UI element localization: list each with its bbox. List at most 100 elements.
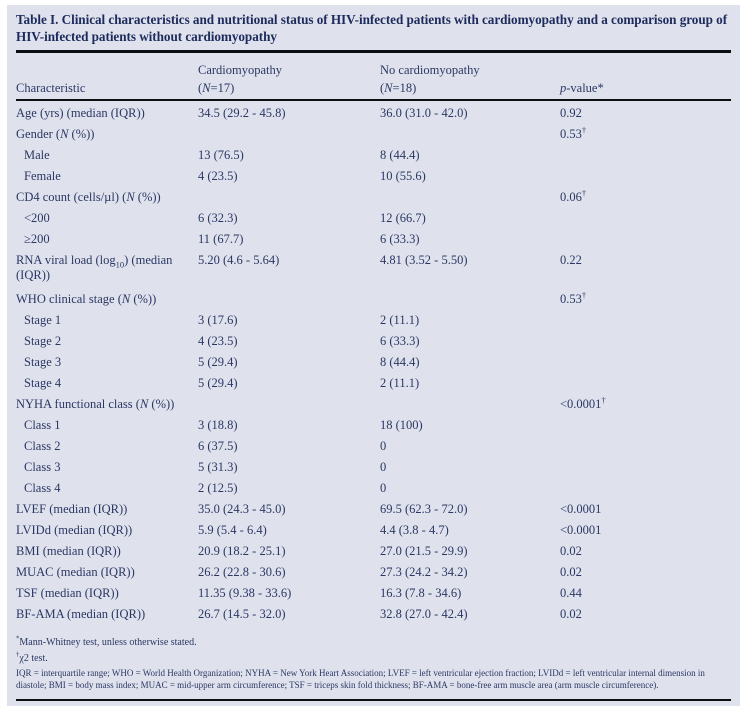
- cell-nocardio: 4.81 (3.52 - 5.50): [380, 253, 468, 267]
- cell-pvalue: [560, 206, 731, 227]
- table-row: Female 4 (23.5) 10 (55.6): [16, 164, 731, 185]
- table-row: Class 1 3 (18.8) 18 (100): [16, 413, 731, 434]
- cell-cardio: 5 (29.4): [198, 355, 238, 369]
- table-body: Age (yrs) (median (IQR)) 34.5 (29.2 - 45.…: [16, 101, 731, 623]
- col-header-no-cardiomyopathy: No cardiomyopathy: [380, 63, 480, 77]
- cell-nocardio: 6 (33.3): [380, 334, 420, 348]
- table-row: BF-AMA (median (IQR)) 26.7 (14.5 - 32.0) 3…: [16, 602, 731, 623]
- cell-pvalue: [560, 308, 731, 329]
- cell-label: WHO clinical stage (N (%)): [16, 292, 157, 306]
- cell-pvalue: 0.02: [560, 607, 582, 621]
- cell-label: Stage 2: [24, 334, 62, 348]
- cell-label: Class 4: [24, 481, 61, 495]
- table-row: ≥200 11 (67.7) 6 (33.3): [16, 227, 731, 248]
- cell-nocardio: 2 (11.1): [380, 376, 420, 390]
- cell-nocardio: [380, 122, 560, 143]
- table-row: Class 4 2 (12.5) 0: [16, 476, 731, 497]
- table-header: Cardiomyopathy No cardiomyopathy Charact…: [16, 53, 731, 99]
- cell-nocardio: 36.0 (31.0 - 42.0): [380, 106, 468, 120]
- footnotes: *Mann-Whitney test, unless otherwise sta…: [16, 635, 731, 691]
- col-header-characteristic: Characteristic: [16, 81, 86, 95]
- cell-cardio: 35.0 (24.3 - 45.0): [198, 502, 286, 516]
- cell-cardio: 3 (18.8): [198, 418, 238, 432]
- cell-pvalue: 0.53†: [560, 124, 587, 141]
- cell-pvalue: 0.22: [560, 253, 582, 267]
- table-row: RNA viral load (log10) (median (IQR)) 5.2…: [16, 248, 731, 287]
- cell-nocardio: 8 (44.4): [380, 355, 420, 369]
- cell-pvalue: [560, 164, 731, 185]
- cell-cardio: 26.7 (14.5 - 32.0): [198, 607, 286, 621]
- cell-nocardio: 32.8 (27.0 - 42.4): [380, 607, 468, 621]
- cell-label: Class 3: [24, 460, 61, 474]
- cell-nocardio: 8 (44.4): [380, 148, 420, 162]
- cell-pvalue: [560, 434, 731, 455]
- table-row: Stage 3 5 (29.4) 8 (44.4): [16, 350, 731, 371]
- cell-pvalue: <0.0001: [560, 502, 602, 516]
- cell-cardio: [198, 185, 380, 206]
- cell-label: CD4 count (cells/µl) (N (%)): [16, 190, 161, 204]
- cell-cardio: 2 (12.5): [198, 481, 238, 495]
- table-row: Stage 2 4 (23.5) 6 (33.3): [16, 329, 731, 350]
- table-row: NYHA functional class (N (%)) <0.0001†: [16, 392, 731, 413]
- cell-pvalue: <0.0001: [560, 523, 602, 537]
- cell-cardio: 4 (23.5): [198, 169, 238, 183]
- cell-pvalue: [560, 455, 731, 476]
- cell-label: Class 2: [24, 439, 61, 453]
- cell-cardio: 26.2 (22.8 - 30.6): [198, 565, 286, 579]
- cell-label: ≥200: [24, 232, 50, 246]
- cell-nocardio: [380, 185, 560, 206]
- col-header-n17: (N=17): [198, 81, 235, 95]
- cell-nocardio: 18 (100): [380, 418, 423, 432]
- header-spacer: [560, 53, 731, 76]
- footnote-abbreviations: IQR = interquartile range; WHO = World H…: [16, 668, 705, 690]
- cell-nocardio: 6 (33.3): [380, 232, 420, 246]
- cell-pvalue: [560, 143, 731, 164]
- cell-cardio: 11 (67.7): [198, 232, 244, 246]
- cell-cardio: [198, 287, 380, 308]
- cell-label: Male: [24, 148, 50, 162]
- cell-nocardio: 69.5 (62.3 - 72.0): [380, 502, 468, 516]
- table-row: TSF (median (IQR)) 11.35 (9.38 - 33.6) 16.…: [16, 581, 731, 602]
- cell-cardio: 13 (76.5): [198, 148, 244, 162]
- cell-nocardio: 16.3 (7.8 - 34.6): [380, 586, 462, 600]
- cell-cardio: 20.9 (18.2 - 25.1): [198, 544, 286, 558]
- cell-pvalue: [560, 329, 731, 350]
- cell-label: <200: [24, 211, 50, 225]
- cell-pvalue: 0.02: [560, 544, 582, 558]
- table-row: <200 6 (32.3) 12 (66.7): [16, 206, 731, 227]
- table-row: Male 13 (76.5) 8 (44.4): [16, 143, 731, 164]
- cell-nocardio: 10 (55.6): [380, 169, 426, 183]
- footnote-mann-whitney: *Mann-Whitney test, unless otherwise sta…: [16, 635, 197, 648]
- cell-pvalue: 0.92: [560, 106, 582, 120]
- header-rule: [16, 99, 731, 101]
- table-row: CD4 count (cells/µl) (N (%)) 0.06†: [16, 185, 731, 206]
- cell-nocardio: 4.4 (3.8 - 4.7): [380, 523, 449, 537]
- footnote-chi2: †χ2 test.: [16, 651, 48, 664]
- cell-cardio: 5.9 (5.4 - 6.4): [198, 523, 267, 537]
- cell-nocardio: 0: [380, 439, 387, 453]
- header-spacer: [16, 53, 198, 76]
- table-row: MUAC (median (IQR)) 26.2 (22.8 - 30.6) 27.…: [16, 560, 731, 581]
- cell-pvalue: <0.0001†: [560, 394, 606, 411]
- table-row: Class 2 6 (37.5) 0: [16, 434, 731, 455]
- cell-pvalue: [560, 371, 731, 392]
- table-row: BMI (median (IQR)) 20.9 (18.2 - 25.1) 27.0…: [16, 539, 731, 560]
- cell-pvalue: [560, 350, 731, 371]
- cell-cardio: 34.5 (29.2 - 45.8): [198, 106, 286, 120]
- table-row: Gender (N (%)) 0.53†: [16, 122, 731, 143]
- cell-label: LVEF (median (IQR)): [16, 502, 128, 516]
- col-header-cardiomyopathy: Cardiomyopathy: [198, 63, 283, 77]
- cell-label: Gender (N (%)): [16, 127, 95, 141]
- cell-label: BMI (median (IQR)): [16, 544, 121, 558]
- table-row: Stage 1 3 (17.6) 2 (11.1): [16, 308, 731, 329]
- cell-label: Stage 3: [24, 355, 62, 369]
- cell-label: NYHA functional class (N (%)): [16, 397, 175, 411]
- cell-label: BF-AMA (median (IQR)): [16, 607, 146, 621]
- cell-label: LVIDd (median (IQR)): [16, 523, 133, 537]
- cell-label: Female: [24, 169, 61, 183]
- cell-cardio: 5 (29.4): [198, 376, 238, 390]
- table-row: Stage 4 5 (29.4) 2 (11.1): [16, 371, 731, 392]
- cell-nocardio: 12 (66.7): [380, 211, 426, 225]
- cell-pvalue: [560, 413, 731, 434]
- cell-cardio: 4 (23.5): [198, 334, 238, 348]
